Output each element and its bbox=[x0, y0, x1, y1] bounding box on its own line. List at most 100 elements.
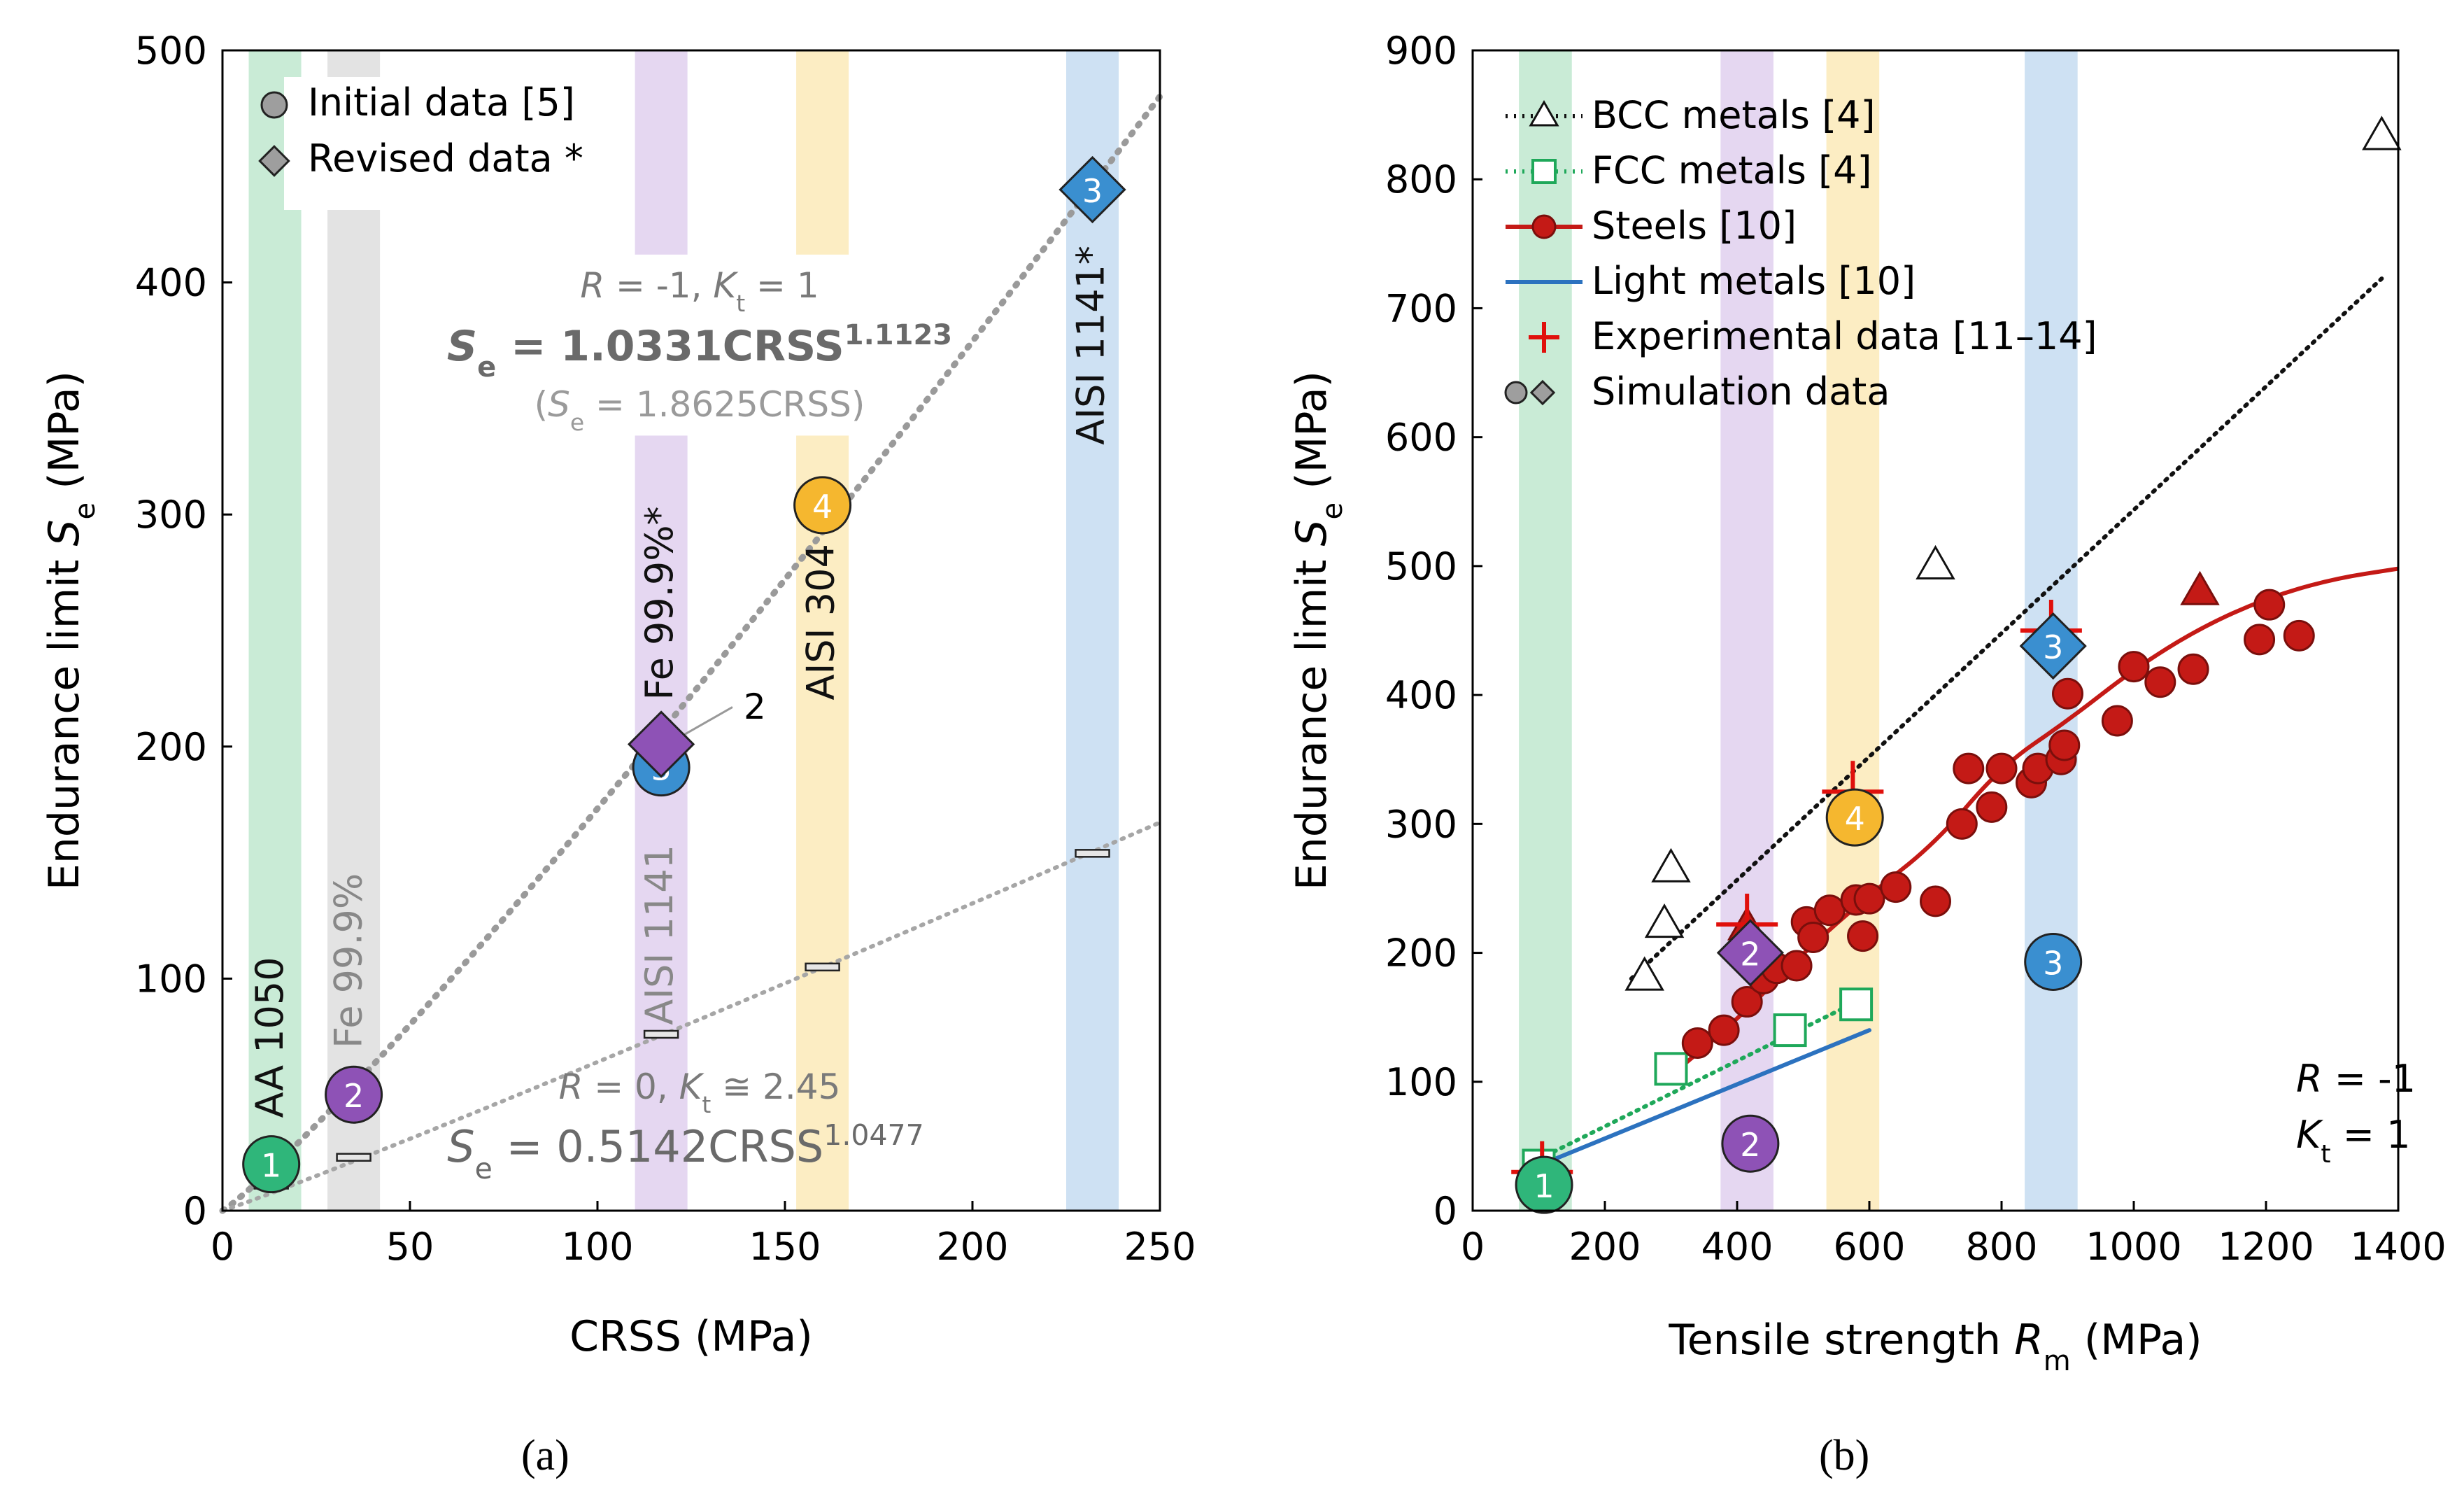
bcc-data-point bbox=[1644, 903, 1685, 938]
panel-b-chart: 1 2 2 4 3 3 BCC metals [4] FCC metals [4] Steels… bbox=[1287, 29, 2447, 1377]
legend-marker-exp bbox=[1529, 322, 1559, 353]
fit-condition-1-part: = -1, bbox=[604, 265, 713, 306]
panel-b-x-axis-label: Tensile strength Rm (MPa) bbox=[1668, 1316, 2202, 1377]
panel-b-x-tick-label: 200 bbox=[1569, 1225, 1641, 1269]
material-label: Fe 99.9%* bbox=[637, 506, 681, 700]
fit-curve-r-0 bbox=[220, 820, 1162, 1213]
fcc-data-point bbox=[1773, 1013, 1807, 1048]
panel-b-x-axis-label-part: R bbox=[2014, 1316, 2044, 1365]
panel-a-x-tick-label: 100 bbox=[561, 1225, 633, 1269]
panel-a-x-tick-label: 150 bbox=[749, 1225, 821, 1269]
panel-b-legend: BCC metals [4] FCC metals [4] Steels [10] L… bbox=[1504, 93, 2097, 414]
panel-b-y-tick-label: 800 bbox=[1385, 157, 1457, 202]
panel-b-y-axis-label-part: Endurance limit bbox=[1287, 547, 1336, 891]
legend-label: FCC metals [4] bbox=[1592, 148, 1872, 192]
panel-a-y-tick-label: 200 bbox=[135, 725, 207, 769]
panel-a-material-band bbox=[635, 435, 688, 1211]
steel-data-point bbox=[1920, 885, 1951, 917]
fit-equation-2-part: 1.0477 bbox=[823, 1118, 923, 1152]
panel-b-y-tick-label: 700 bbox=[1385, 286, 1457, 330]
caption-b: (b) bbox=[1819, 1432, 1870, 1479]
panel-b-kt-label-part: K bbox=[2296, 1113, 2323, 1157]
panel-b-r-label-part: = -1 bbox=[2323, 1057, 2416, 1101]
panel-b-y-tick-label: 200 bbox=[1385, 931, 1457, 976]
panel-a-y-tick-label: 500 bbox=[135, 29, 207, 73]
legend-label: Light metals [10] bbox=[1592, 259, 1916, 303]
fit-equation-1-part: S bbox=[447, 322, 477, 371]
panel-b-y-axis-label: Endurance limit Se (MPa) bbox=[1287, 371, 1349, 890]
panel-b-r-label-part: R bbox=[2296, 1057, 2323, 1101]
fit-condition-2-part: t bbox=[702, 1091, 711, 1118]
legend-label: Steels [10] bbox=[1592, 204, 1797, 248]
panel-a-y-tick-label: 100 bbox=[135, 957, 207, 1001]
panel-b-x-tick-label: 600 bbox=[1833, 1225, 1905, 1269]
revised-data-point bbox=[627, 710, 695, 778]
legend-marker-sim-diamond bbox=[1529, 379, 1556, 406]
fit-equation-1-linear-part: S bbox=[548, 384, 570, 425]
fit-equation-1-part: 1.1123 bbox=[844, 319, 952, 351]
panel-b-y-tick-label: 0 bbox=[1433, 1189, 1457, 1233]
steel-data-point bbox=[1813, 894, 1846, 927]
panel-a-x-tick-label: 200 bbox=[936, 1225, 1008, 1269]
steel-data-point bbox=[2118, 651, 2150, 683]
panel-b-x-axis-label-part: m bbox=[2044, 1345, 2071, 1377]
panel-a-material-band bbox=[796, 50, 849, 255]
panel-b-x-tick-label: 1400 bbox=[2350, 1225, 2446, 1269]
fcc-trend-line bbox=[1536, 993, 1871, 1162]
steel-data-point bbox=[1880, 871, 1912, 903]
fcc-data-point bbox=[1839, 987, 1874, 1022]
panel-b-y-tick-label: 100 bbox=[1385, 1060, 1457, 1104]
panel-a-y-axis-label-part: Endurance limit bbox=[40, 547, 89, 891]
legend-marker-fcc bbox=[1531, 159, 1557, 184]
caption-a: (a) bbox=[521, 1432, 569, 1479]
steel-data-point bbox=[1797, 921, 1829, 953]
panel-b-material-band bbox=[1519, 50, 1572, 1211]
fit-equation-2-part: e bbox=[475, 1152, 493, 1185]
bcc-data-point-filled bbox=[2180, 570, 2220, 605]
fit-condition-2-part: K bbox=[679, 1067, 705, 1107]
fit-equation-1-linear-part: = 1.8625CRSS) bbox=[584, 384, 865, 425]
legend-label: Revised data * bbox=[308, 136, 583, 181]
panel-a-x-tick-label: 0 bbox=[211, 1225, 234, 1269]
steel-data-point bbox=[1681, 1027, 1713, 1060]
r0-data-mark bbox=[336, 1153, 371, 1162]
steel-data-point bbox=[2048, 729, 2081, 761]
steel-data-point bbox=[1976, 791, 2008, 823]
fit-equation-1-part: = 1.0331CRSS bbox=[496, 322, 844, 371]
panel-b-x-axis-label-part: (MPa) bbox=[2071, 1316, 2202, 1365]
simulation-data-point-id: 2 bbox=[1740, 1126, 1760, 1164]
fit-equation-1-part: e bbox=[477, 351, 496, 383]
fit-condition-2-part: ≅ 2.45 bbox=[711, 1067, 840, 1107]
simulation-data-point bbox=[2024, 932, 2083, 991]
material-label: AISI 1141 bbox=[637, 845, 681, 1025]
fit-condition-1: R = -1, Kt = 1 bbox=[580, 265, 819, 317]
panel-b-x-tick-label: 1200 bbox=[2218, 1225, 2314, 1269]
panel-a-y-tick-label: 400 bbox=[135, 261, 207, 305]
initial-data-point-id: 2 bbox=[344, 1077, 364, 1115]
fit-condition-1-part: K bbox=[713, 265, 739, 306]
steel-data-point bbox=[1946, 808, 1978, 840]
simulation-data-point bbox=[1716, 919, 1785, 987]
legend-label: Experimental data [11–14] bbox=[1592, 314, 2097, 358]
fit-equation-1-linear: (Se = 1.8625CRSS) bbox=[534, 384, 865, 436]
panel-b-r-label: R = -1 bbox=[2296, 1057, 2416, 1101]
panel-a-material-band bbox=[796, 435, 849, 1211]
panel-a-y-axis-label: Endurance limit Se (MPa) bbox=[40, 371, 101, 890]
fit-condition-2-part: R bbox=[559, 1067, 583, 1107]
fit-equation-1-linear-part: e bbox=[570, 409, 584, 436]
panel-b-y-axis-label-part: S bbox=[1287, 519, 1336, 546]
steel-data-point bbox=[2253, 589, 2286, 621]
simulation-data-point-id: 2 bbox=[1740, 936, 1760, 973]
initial-data-point bbox=[793, 476, 852, 535]
panel-b-kt-label-part: = 1 bbox=[2331, 1113, 2411, 1157]
fit-condition-2-part: = 0, bbox=[583, 1067, 679, 1107]
bcc-data-point bbox=[2362, 115, 2402, 150]
initial-data-point bbox=[242, 1135, 301, 1194]
bcc-data-point bbox=[1624, 956, 1664, 991]
panel-a-x-tick-label: 250 bbox=[1124, 1225, 1196, 1269]
panel-b-x-tick-label: 400 bbox=[1701, 1225, 1773, 1269]
legend-box bbox=[284, 77, 634, 210]
bcc-trend-line bbox=[1629, 276, 2384, 981]
panel-a-material-band bbox=[327, 50, 381, 1211]
